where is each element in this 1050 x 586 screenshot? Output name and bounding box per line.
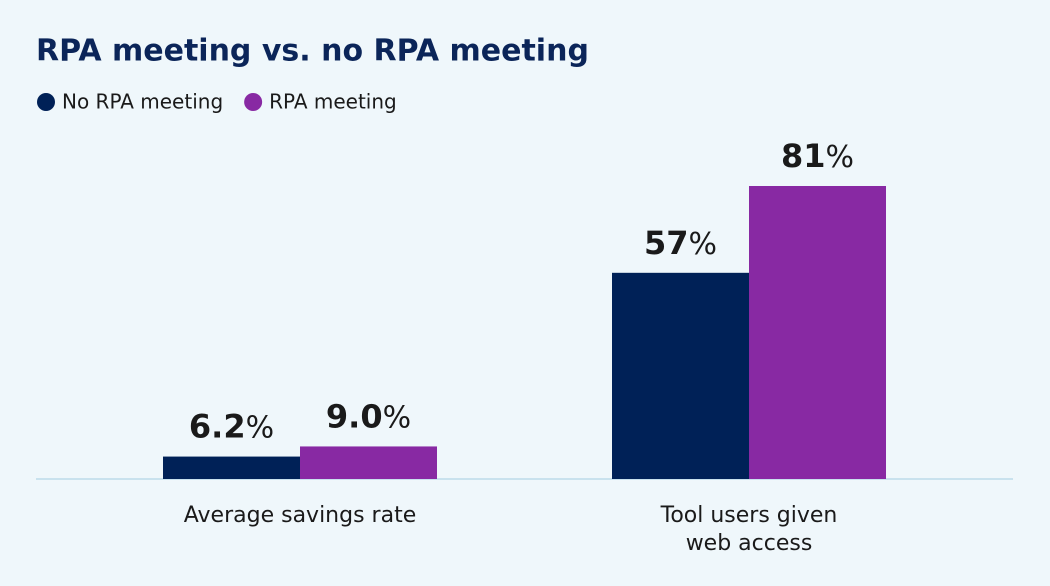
value-number: 9.0 — [326, 397, 383, 435]
value-unit: % — [826, 140, 855, 175]
legend-label: No RPA meeting — [62, 90, 223, 114]
legend-label: RPA meeting — [269, 90, 397, 114]
bar — [300, 446, 437, 479]
value-label: 6.2% — [189, 408, 274, 446]
bar — [612, 272, 749, 479]
value-number: 6.2 — [189, 408, 246, 446]
value-unit: % — [383, 400, 412, 435]
x-tick-label: Tool users given web access — [660, 503, 838, 556]
value-label: 81% — [781, 137, 854, 175]
label-line: Tool users given — [660, 503, 838, 528]
value-number: 81 — [781, 137, 826, 175]
legend-marker — [37, 93, 55, 111]
x-tick-label: Average savings rate — [184, 503, 416, 528]
label-line: Average savings rate — [184, 503, 416, 528]
value-label: 9.0% — [326, 397, 411, 435]
bar — [163, 456, 300, 479]
label-line: web access — [686, 531, 813, 556]
value-label: 57% — [644, 224, 717, 262]
chart-title: RPA meeting vs. no RPA meeting — [36, 34, 589, 69]
value-unit: % — [689, 226, 718, 261]
value-unit: % — [246, 410, 275, 445]
legend-marker — [244, 93, 263, 111]
value-number: 57 — [644, 224, 689, 262]
bar — [749, 186, 886, 479]
